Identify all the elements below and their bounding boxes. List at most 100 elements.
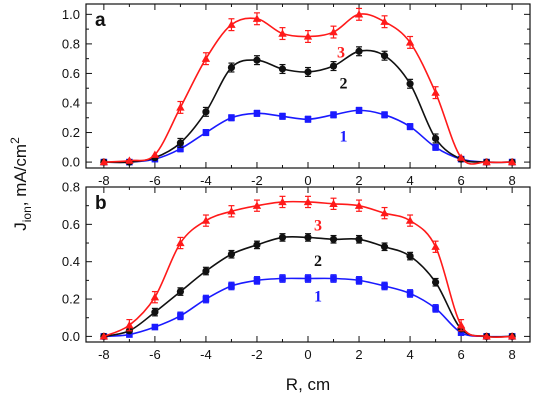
data-point — [252, 201, 262, 209]
y-tick-label: 0.4 — [62, 95, 80, 110]
data-point — [304, 233, 312, 242]
y-tick-label: 0.6 — [62, 217, 80, 232]
y-tick-label: 0.0 — [62, 329, 80, 344]
panel-b: -8 -6 -4 -2 0 2 4 6 8 0.0 0.2 0.4 0.6 0.8 b 1 2 3 — [62, 180, 531, 362]
data-point — [432, 144, 439, 151]
data-point — [431, 134, 440, 143]
data-point — [304, 275, 312, 282]
data-point — [304, 115, 312, 123]
y-tick-label: 0.6 — [62, 66, 80, 81]
data-point — [432, 305, 439, 312]
series-label: 1 — [314, 288, 322, 305]
data-point — [482, 157, 491, 166]
x-tick-label: 6 — [457, 173, 464, 188]
data-point — [252, 14, 262, 22]
data-point — [380, 208, 389, 217]
series-1: 1 — [100, 274, 516, 340]
data-point — [329, 235, 338, 243]
y-tick-label: 0.0 — [62, 155, 80, 170]
data-point — [406, 80, 414, 88]
series-line — [103, 200, 513, 339]
data-point — [176, 139, 185, 147]
data-point — [227, 250, 236, 258]
data-point — [405, 216, 415, 224]
data-point — [202, 295, 210, 303]
data-point — [253, 277, 261, 284]
data-point — [150, 292, 160, 301]
data-point — [456, 153, 466, 161]
data-point — [355, 47, 363, 55]
data-point — [99, 332, 109, 340]
data-point — [125, 156, 134, 164]
data-point — [354, 201, 364, 209]
data-point — [329, 62, 338, 70]
data-point — [99, 157, 109, 166]
series-label: 3 — [314, 217, 322, 234]
data-point — [201, 216, 211, 224]
x-tick-label: -8 — [98, 173, 110, 188]
y-tick-label: 0.2 — [62, 125, 80, 140]
data-point — [456, 320, 466, 329]
x-tick-label: -4 — [200, 347, 212, 362]
series-label: 3 — [337, 44, 345, 61]
x-tick-label: -4 — [200, 173, 212, 188]
series-3: 3 — [99, 195, 517, 340]
y-axis-label-rest: , mA/cm — [11, 144, 30, 206]
data-point — [228, 282, 235, 290]
data-point — [126, 331, 133, 338]
panel-label: b — [95, 193, 107, 214]
data-point — [381, 282, 388, 290]
series-line — [103, 235, 513, 338]
data-point — [381, 111, 388, 119]
data-point — [507, 332, 517, 340]
data-point — [202, 267, 210, 275]
x-tick-label: 8 — [509, 173, 516, 188]
x-tick-label: 8 — [509, 347, 516, 362]
series-label: 2 — [314, 253, 322, 270]
data-point — [279, 112, 286, 120]
y-tick-label: 0.2 — [62, 292, 80, 307]
series-2: 2 — [100, 233, 516, 340]
data-point — [202, 129, 210, 136]
data-point — [151, 323, 159, 331]
data-point — [303, 32, 313, 40]
data-point — [329, 27, 338, 36]
data-point — [507, 157, 517, 166]
series-2: 2 — [100, 46, 516, 166]
x-tick-label: -8 — [98, 347, 110, 362]
data-point — [278, 65, 287, 73]
data-point — [355, 107, 363, 114]
data-point — [227, 20, 236, 28]
data-point — [431, 242, 440, 250]
data-point — [380, 243, 389, 251]
data-point — [177, 145, 184, 153]
data-point — [380, 52, 389, 60]
data-point — [176, 103, 185, 111]
data-point — [457, 329, 465, 336]
data-point — [354, 10, 364, 18]
data-point — [405, 38, 415, 46]
x-tick-label: 4 — [406, 347, 413, 362]
x-axis-label: R, cm — [286, 375, 330, 394]
data-point — [303, 197, 313, 206]
data-point — [355, 277, 363, 284]
x-tick-label: -6 — [149, 347, 161, 362]
data-point — [380, 17, 389, 25]
data-point — [151, 308, 159, 316]
data-point — [176, 287, 185, 296]
data-point — [482, 332, 491, 340]
series-1: 1 — [100, 106, 516, 166]
y-tick-label: 0.4 — [62, 254, 80, 269]
data-point — [278, 233, 287, 242]
series-label: 1 — [340, 128, 348, 145]
series-line — [103, 277, 513, 338]
data-point — [201, 54, 211, 62]
data-point — [177, 312, 184, 320]
data-point — [150, 150, 160, 158]
x-tick-label: 2 — [355, 173, 362, 188]
x-tick-label: 2 — [355, 347, 362, 362]
data-point — [355, 235, 363, 243]
y-axis-label-subscript: ion — [20, 206, 34, 222]
x-tick-label: -2 — [251, 173, 263, 188]
x-tick-label: 4 — [406, 173, 413, 188]
